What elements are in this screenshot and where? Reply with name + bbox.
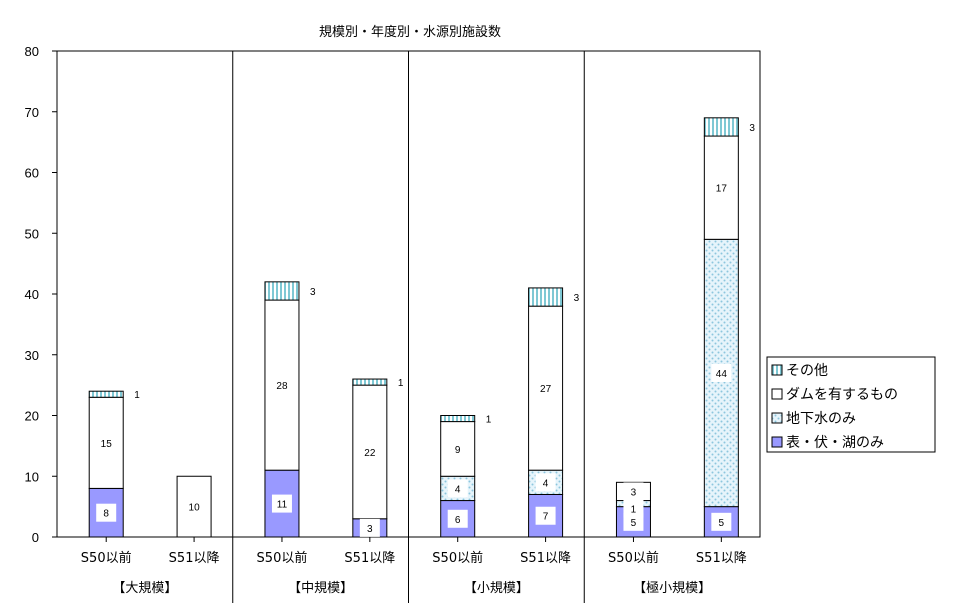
y-tick-label: 20 xyxy=(25,409,39,424)
category-label: S51以降 xyxy=(344,551,395,566)
data-label-bg xyxy=(96,433,117,452)
data-label-bg xyxy=(271,376,292,395)
data-label-bg xyxy=(711,512,732,531)
data-label: 8 xyxy=(103,509,109,520)
data-label: 44 xyxy=(716,369,728,380)
group-label: 【極小規模】 xyxy=(633,580,711,596)
group-label: 【中規模】 xyxy=(288,581,353,596)
data-label-bg xyxy=(623,499,644,518)
data-label-bg xyxy=(96,503,117,522)
data-label: 3 xyxy=(749,123,755,134)
data-label-bg xyxy=(359,442,380,461)
data-label-bg xyxy=(447,439,468,458)
y-tick-label: 0 xyxy=(32,530,39,545)
legend-swatch xyxy=(771,436,783,448)
data-label-bg xyxy=(447,509,468,528)
data-label: 5 xyxy=(719,518,725,529)
category-label: S51以降 xyxy=(696,551,747,566)
chart-title: 規模別・年度別・水源別施設数 xyxy=(319,24,501,40)
legend-label: 表・伏・湖のみ xyxy=(786,435,884,451)
bars-layer xyxy=(88,117,739,538)
data-label: 1 xyxy=(398,378,404,389)
data-label-bg xyxy=(711,363,732,382)
bar-segment xyxy=(88,390,124,398)
category-label: S50以前 xyxy=(257,550,308,566)
plot-area: 0 10 20 30 40 50 60 70 80 【大規模】 S50以前 S51以降【中規模】 S50… xyxy=(25,44,761,603)
category-label: S50以前 xyxy=(608,550,659,566)
group-label: 【小規模】 xyxy=(464,581,529,596)
data-label: 4 xyxy=(455,484,461,495)
data-label-bg xyxy=(535,506,556,525)
category-label: S51以降 xyxy=(169,551,220,566)
data-label-bg xyxy=(535,473,556,492)
y-tick-label: 10 xyxy=(25,469,39,484)
y-tick-label: 70 xyxy=(25,105,39,120)
bar-segment xyxy=(352,378,388,386)
category-label: S50以前 xyxy=(432,550,483,566)
category-label: S50以前 xyxy=(81,550,132,566)
data-label: 6 xyxy=(455,515,461,526)
data-label-bg xyxy=(447,479,468,498)
legend-swatch xyxy=(771,388,783,400)
category-label: S51以降 xyxy=(520,551,571,566)
data-label: 3 xyxy=(367,524,373,535)
data-label-bg xyxy=(623,482,644,501)
data-label: 10 xyxy=(189,503,201,514)
data-label-bg xyxy=(535,379,556,398)
bar-segment xyxy=(440,415,476,423)
y-tick-label: 40 xyxy=(25,287,39,302)
data-label: 17 xyxy=(716,184,728,195)
bar-segment xyxy=(440,500,476,538)
bar-segment xyxy=(264,281,300,301)
legend-swatch xyxy=(771,364,783,376)
data-label-bg xyxy=(711,178,732,197)
legend-swatch xyxy=(771,412,783,424)
data-label: 27 xyxy=(540,384,552,395)
legend-label: 地下水のみ xyxy=(786,411,856,427)
data-label-bg xyxy=(359,518,380,537)
data-label: 9 xyxy=(455,445,461,456)
y-tick-label: 80 xyxy=(25,44,39,59)
data-label: 1 xyxy=(631,505,637,516)
legend-label: その他 xyxy=(786,363,828,379)
group-label: 【大規模】 xyxy=(112,581,177,596)
data-label: 15 xyxy=(101,439,113,450)
data-label: 4 xyxy=(543,478,549,489)
legend-box xyxy=(766,356,936,453)
data-label: 1 xyxy=(134,390,140,401)
data-label: 7 xyxy=(543,512,549,523)
data-label: 22 xyxy=(364,448,376,459)
y-tick-label: 30 xyxy=(25,348,39,363)
bar-segment xyxy=(528,287,564,307)
data-label-bg xyxy=(184,497,205,516)
data-label-bg xyxy=(271,494,292,513)
data-label: 11 xyxy=(277,500,288,511)
bar-segment xyxy=(703,117,739,137)
y-tick-label: 60 xyxy=(25,166,39,181)
data-label: 5 xyxy=(631,518,637,529)
legend-label: ダムを有するもの xyxy=(786,387,898,403)
y-tick-label: 50 xyxy=(25,226,39,241)
data-label: 3 xyxy=(310,287,316,298)
data-label: 3 xyxy=(631,487,637,498)
data-label: 1 xyxy=(486,415,492,426)
bar-segment xyxy=(703,506,739,538)
data-label: 3 xyxy=(574,293,580,304)
data-label: 28 xyxy=(276,381,288,392)
